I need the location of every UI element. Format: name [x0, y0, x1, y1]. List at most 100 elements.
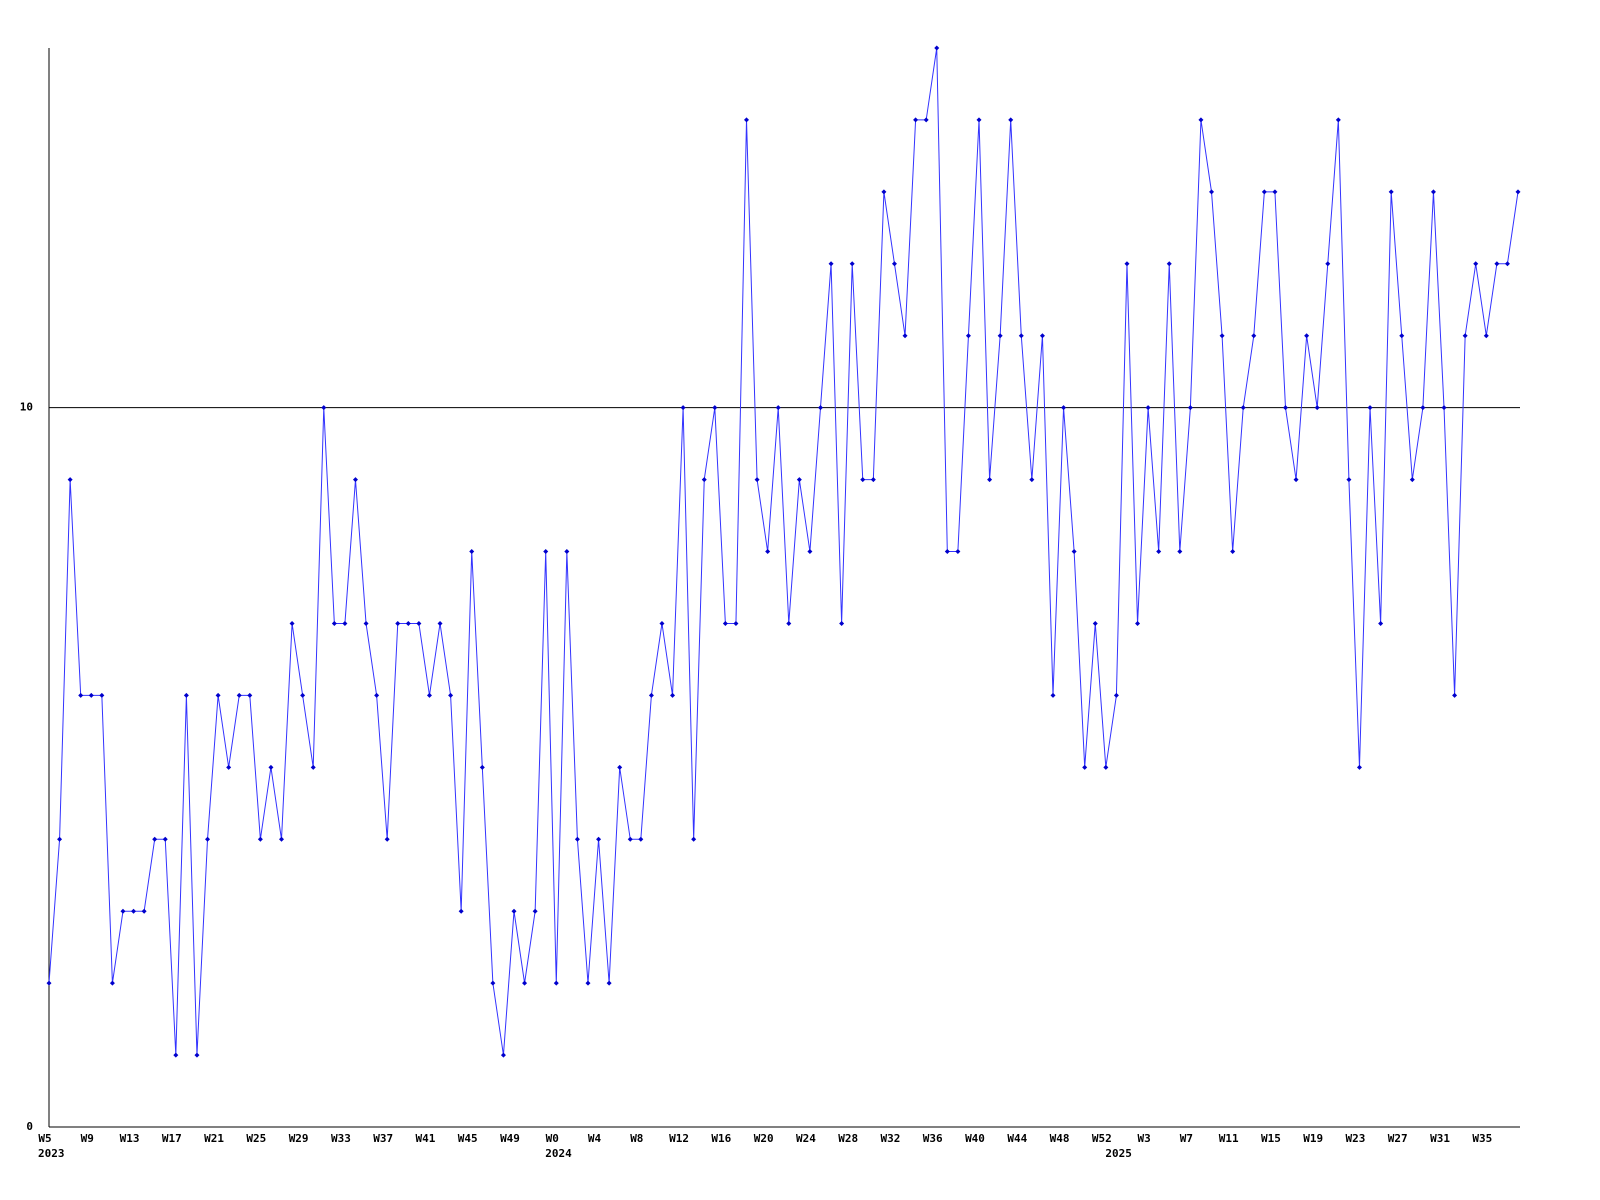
point-marker [57, 836, 63, 842]
series-line [48, 47, 1519, 1056]
x-tick-label: W45 [458, 1132, 478, 1145]
point-marker [1251, 333, 1257, 339]
x-tick-label: W29 [289, 1132, 309, 1145]
point-marker [1135, 620, 1141, 626]
point-marker [257, 836, 263, 842]
point-marker [490, 980, 496, 986]
point-marker [183, 692, 189, 698]
point-marker [1293, 477, 1299, 483]
point-marker [374, 692, 380, 698]
point-marker [564, 549, 570, 555]
point-marker [331, 620, 337, 626]
point-marker [828, 261, 834, 267]
point-marker [236, 692, 242, 698]
point-marker [913, 117, 919, 123]
point-marker [1240, 405, 1246, 411]
point-marker [648, 692, 654, 698]
point-marker [1103, 764, 1109, 770]
x-tick-label: W17 [162, 1132, 182, 1145]
x-tick-label: W23 [1346, 1132, 1366, 1145]
point-marker [1156, 549, 1162, 555]
point-marker [1420, 405, 1426, 411]
point-marker [1314, 405, 1320, 411]
point-marker [405, 620, 411, 626]
point-marker [46, 980, 52, 986]
x-tick-label: W8 [630, 1132, 643, 1145]
point-marker [162, 836, 168, 842]
point-marker [1399, 333, 1405, 339]
point-marker [120, 908, 126, 914]
point-marker [1039, 333, 1045, 339]
point-marker [744, 117, 750, 123]
point-marker [839, 620, 845, 626]
x-tick-label: W31 [1430, 1132, 1450, 1145]
x-tick-label: W11 [1219, 1132, 1239, 1145]
point-marker [1504, 261, 1510, 267]
point-marker [965, 333, 971, 339]
point-marker [1209, 189, 1215, 195]
point-marker [1198, 117, 1204, 123]
point-marker [902, 333, 908, 339]
point-marker [659, 620, 665, 626]
point-marker [522, 980, 528, 986]
x-tick-label: W19 [1303, 1132, 1323, 1145]
point-marker [99, 692, 105, 698]
point-marker [765, 549, 771, 555]
y-tick-label: 0 [26, 1120, 33, 1133]
x-tick-label: W25 [246, 1132, 266, 1145]
x-tick-label: W9 [81, 1132, 94, 1145]
point-marker [870, 477, 876, 483]
point-marker [384, 836, 390, 842]
point-marker [1335, 117, 1341, 123]
x-year-label: 2025 [1105, 1147, 1132, 1160]
point-marker [627, 836, 633, 842]
x-tick-label: W7 [1180, 1132, 1193, 1145]
point-marker [1166, 261, 1172, 267]
point-marker [807, 549, 813, 555]
point-marker [1008, 117, 1014, 123]
point-marker [987, 477, 993, 483]
x-tick-label: W5 [38, 1132, 51, 1145]
point-marker [532, 908, 538, 914]
x-tick-label: W40 [965, 1132, 985, 1145]
point-marker [617, 764, 623, 770]
point-marker [469, 549, 475, 555]
x-tick-label: W20 [754, 1132, 774, 1145]
point-marker [1356, 764, 1362, 770]
point-marker [1430, 189, 1436, 195]
y-tick-label: 10 [20, 401, 33, 414]
x-tick-label: W15 [1261, 1132, 1281, 1145]
point-marker [1282, 405, 1288, 411]
point-marker [1177, 549, 1183, 555]
point-marker [817, 405, 823, 411]
point-marker [268, 764, 274, 770]
point-marker [722, 620, 728, 626]
point-marker [1261, 189, 1267, 195]
point-marker [352, 477, 358, 483]
point-marker [796, 477, 802, 483]
x-tick-label: W41 [416, 1132, 436, 1145]
point-marker [109, 980, 115, 986]
x-tick-label: W44 [1007, 1132, 1027, 1145]
x-tick-label: W13 [120, 1132, 140, 1145]
point-marker [1483, 333, 1489, 339]
point-marker [1050, 692, 1056, 698]
point-marker [458, 908, 464, 914]
point-marker [585, 980, 591, 986]
point-marker [67, 477, 73, 483]
x-tick-label: W4 [588, 1132, 602, 1145]
x-tick-label: W33 [331, 1132, 351, 1145]
x-tick-label: W52 [1092, 1132, 1112, 1145]
point-marker [976, 117, 982, 123]
point-marker [1515, 189, 1521, 195]
point-marker [691, 836, 697, 842]
point-marker [448, 692, 454, 698]
point-marker [638, 836, 644, 842]
point-marker [511, 908, 517, 914]
point-marker [437, 620, 443, 626]
point-marker [1230, 549, 1236, 555]
point-marker [1441, 405, 1447, 411]
point-marker [1304, 333, 1310, 339]
point-marker [701, 477, 707, 483]
point-marker [1452, 692, 1458, 698]
